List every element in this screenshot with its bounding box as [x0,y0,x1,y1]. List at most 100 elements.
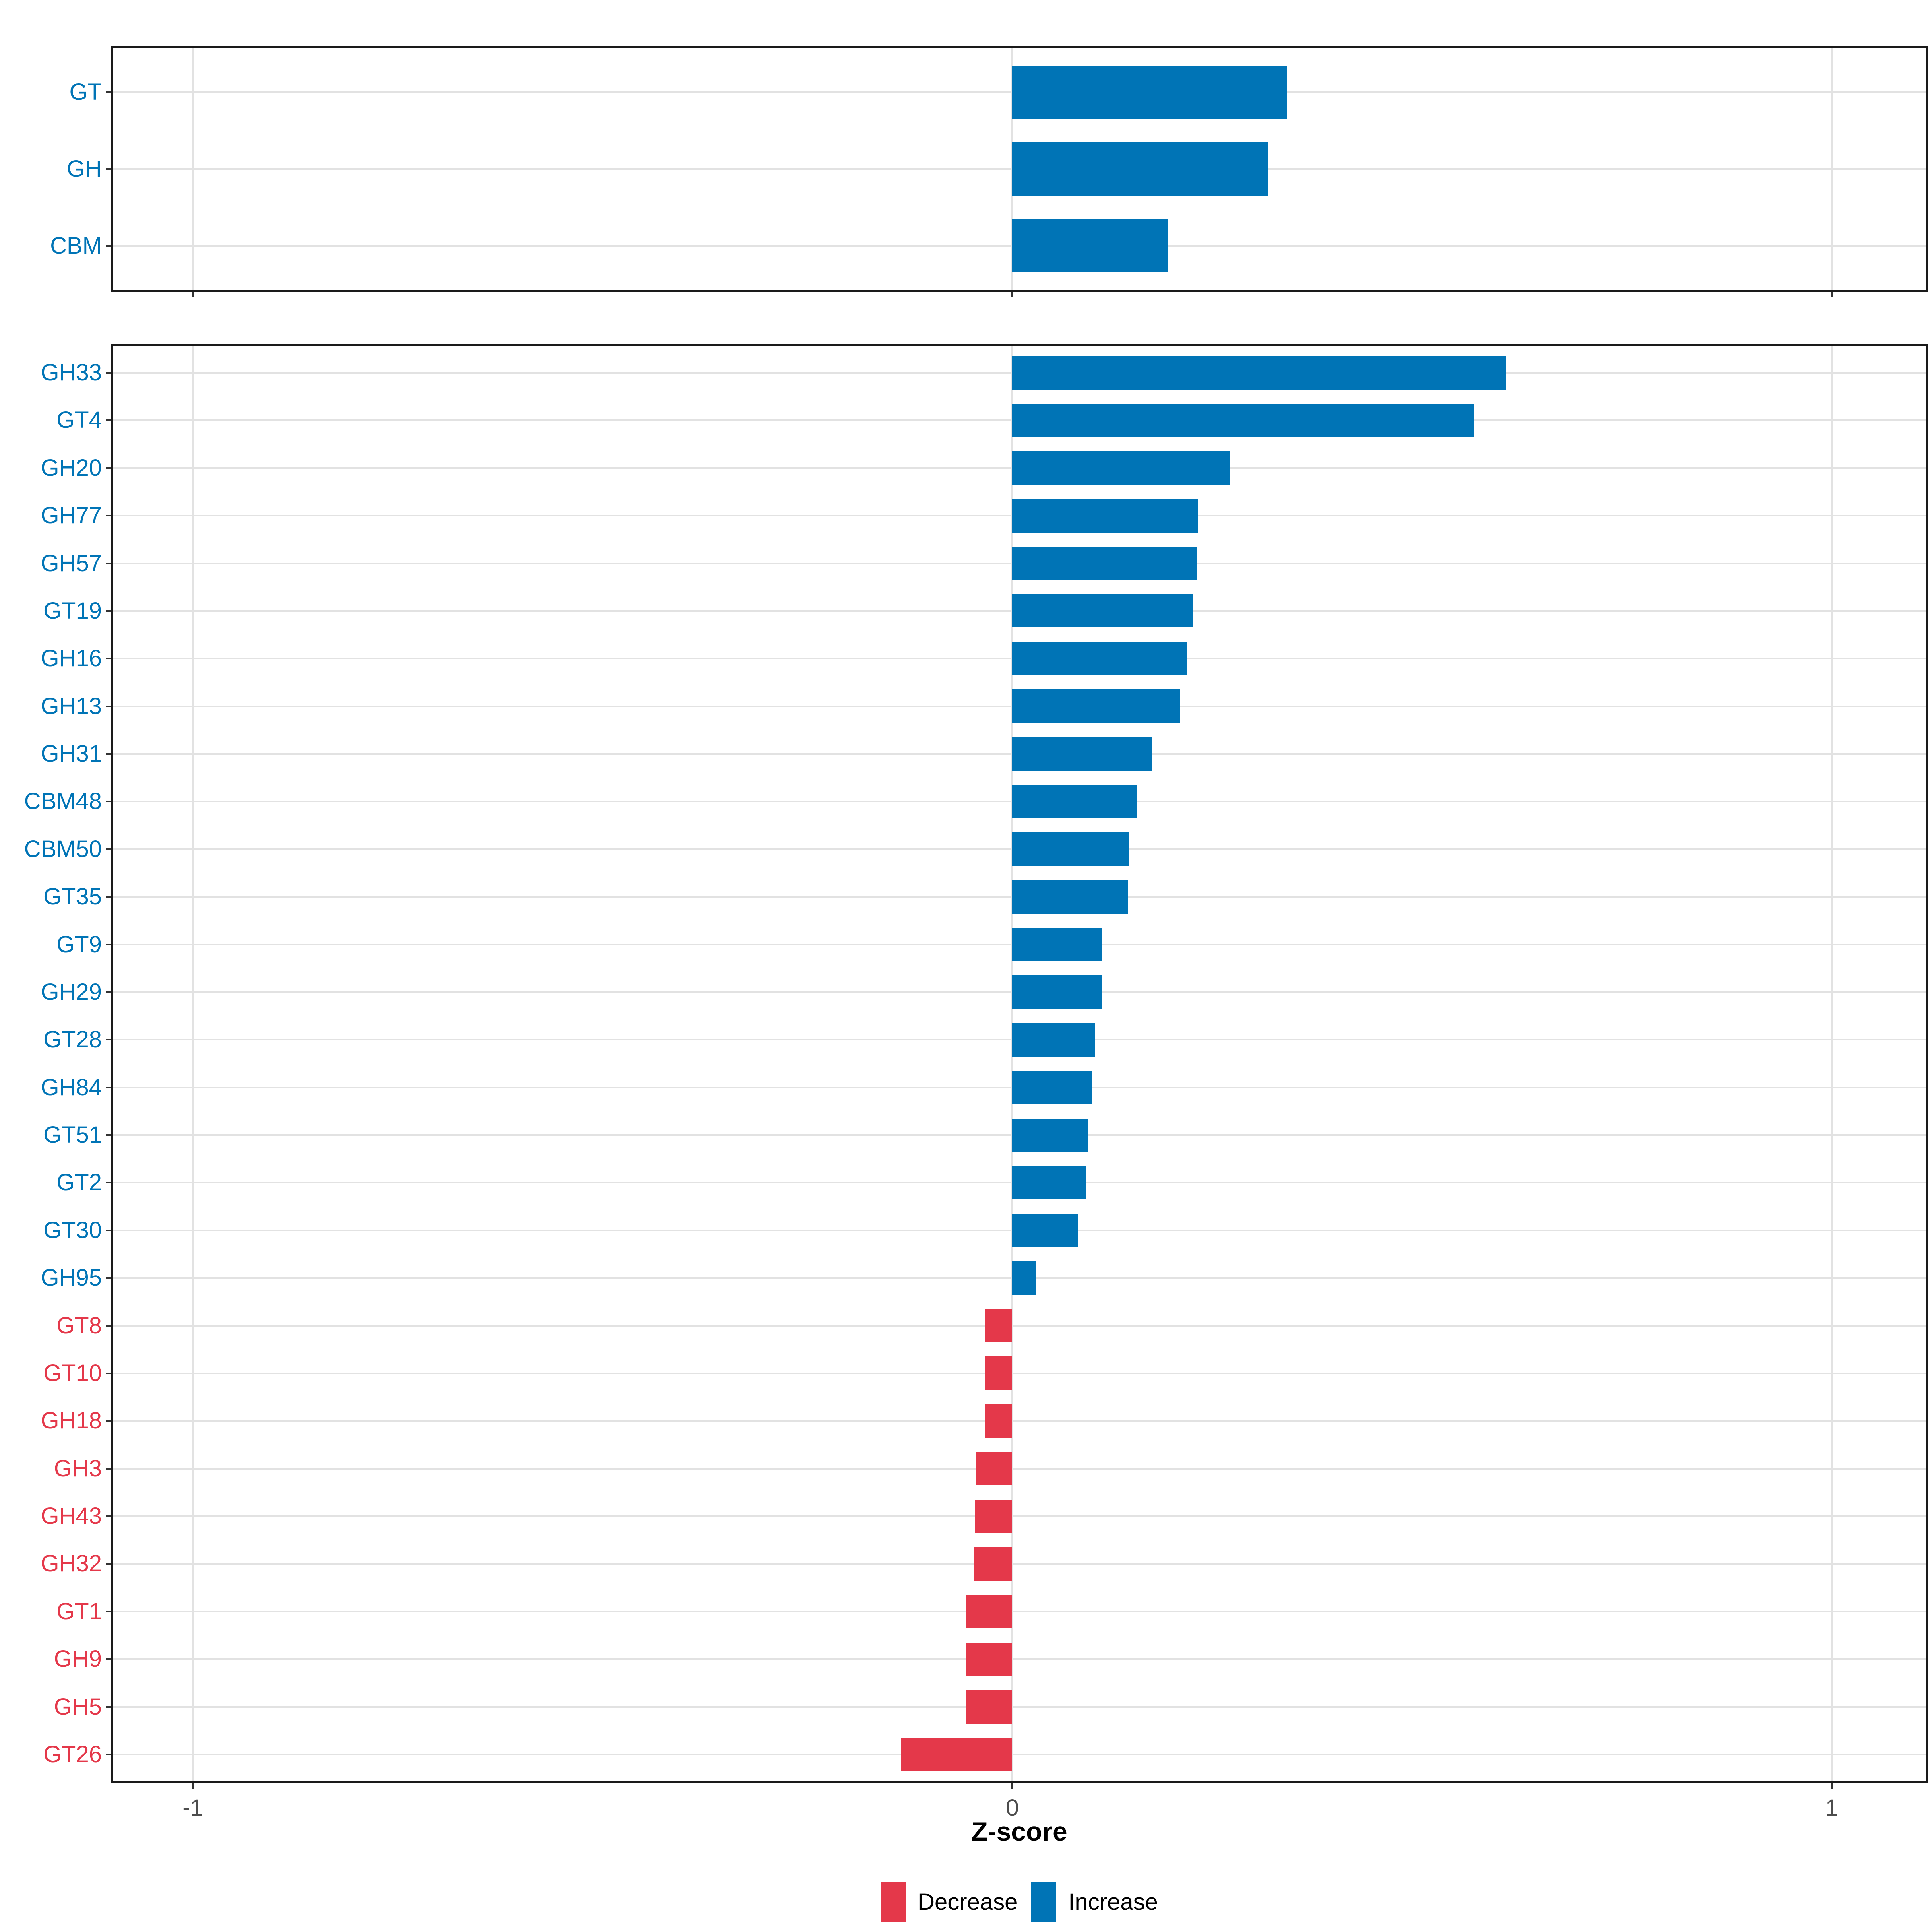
legend-label-decrease: Decrease [918,1889,1018,1915]
y-axis-tick-mark [106,991,111,993]
category-label-GH31: GH31 [41,741,102,767]
category-label-GH33: GH33 [41,359,102,386]
category-label-GH: GH [67,156,102,182]
y-axis-tick-mark [106,419,111,421]
category-label-GT: GT [69,79,102,105]
category-label-GT30: GT30 [43,1217,102,1243]
y-axis-tick-mark [106,1182,111,1184]
category-label-GH3: GH3 [54,1455,102,1482]
legend: Decrease Increase [111,1882,1928,1922]
x-axis-tick-mark [1831,292,1833,297]
x-axis-title-wrap: Z-score [111,1816,1928,1847]
gridline-horizontal [111,1325,1928,1327]
category-label-GT8: GT8 [56,1312,102,1339]
x-axis-tick-mark [1011,292,1013,297]
legend-label-increase: Increase [1068,1889,1158,1915]
y-axis-tick-mark [106,515,111,517]
bar-GH32 [974,1547,1012,1581]
category-label-CBM: CBM [50,232,102,259]
y-axis-tick-mark [106,705,111,707]
bar-GH95 [1012,1261,1036,1295]
x-axis-tick-mark [1831,1783,1833,1789]
category-label-GH43: GH43 [41,1503,102,1530]
gridline-horizontal [111,1706,1928,1708]
bar-GH84 [1012,1071,1092,1104]
y-axis-tick-mark [106,1658,111,1660]
gridline-horizontal [111,1563,1928,1565]
category-label-CBM50: CBM50 [24,836,102,862]
legend-item-increase: Increase [1031,1882,1158,1922]
category-label-GT4: GT4 [56,407,102,433]
bar-GT19 [1012,594,1193,627]
y-axis-tick-mark [106,943,111,945]
category-label-GH95: GH95 [41,1265,102,1291]
x-axis-tick-label: 1 [1825,1795,1839,1821]
bar-GH33 [1012,356,1506,390]
y-axis-tick-mark [106,801,111,803]
y-axis-tick-mark [106,1277,111,1279]
bar-CBM [1012,219,1168,272]
bar-GT51 [1012,1119,1088,1152]
bar-GH29 [1012,975,1102,1009]
y-axis-tick-mark [106,1229,111,1231]
x-axis-title: Z-score [971,1816,1067,1846]
bar-GH77 [1012,499,1198,533]
gridline-horizontal [111,1420,1928,1422]
y-axis-tick-mark [106,467,111,469]
y-axis-tick-mark [106,658,111,660]
category-label-GT26: GT26 [43,1741,102,1767]
category-label-GH77: GH77 [41,502,102,529]
bar-GT8 [985,1309,1012,1342]
bar-GH16 [1012,642,1187,675]
y-axis-tick-mark [106,1706,111,1708]
bar-GT1 [966,1595,1012,1628]
bar-GH9 [966,1643,1012,1676]
y-axis-tick-mark [106,1468,111,1470]
y-axis-tick-mark [106,1325,111,1327]
y-axis-tick-mark [106,1515,111,1517]
bar-GH31 [1012,737,1152,771]
y-axis-tick-mark [106,1753,111,1755]
bar-GH18 [985,1404,1012,1438]
y-axis-tick-mark [106,896,111,898]
category-label-GH84: GH84 [41,1074,102,1100]
bar-GH13 [1012,689,1180,723]
gridline-horizontal [111,1372,1928,1374]
bar-GH [1012,142,1268,196]
y-axis-tick-mark [106,1086,111,1088]
category-label-GH29: GH29 [41,978,102,1005]
gridline-horizontal [111,1468,1928,1470]
y-axis-tick-mark [106,1372,111,1374]
y-axis-tick-mark [106,848,111,850]
y-axis-tick-mark [106,245,111,247]
bar-GT35 [1012,880,1128,914]
y-axis-tick-mark [106,562,111,564]
bar-GH5 [966,1690,1012,1724]
gridline-vertical [192,344,194,1783]
y-axis-tick-mark [106,1610,111,1612]
bar-GH57 [1012,547,1197,580]
x-axis-tick-mark [192,1783,194,1789]
category-label-GH57: GH57 [41,550,102,576]
category-label-GT35: GT35 [43,883,102,910]
category-label-GH32: GH32 [41,1550,102,1577]
gridline-horizontal [111,1658,1928,1660]
category-label-GH5: GH5 [54,1693,102,1720]
legend-item-decrease: Decrease [881,1882,1018,1922]
bar-GT10 [985,1356,1012,1390]
panel-families: GH33 GT4 GH20 GH77 GH57 GT19 GH16 GH13 GH31 CBM48… [24,344,1928,1820]
x-axis-tick-label: -1 [182,1795,203,1821]
bar-CBM50 [1012,832,1129,866]
y-axis-tick-mark [106,1039,111,1041]
bar-GT9 [1012,928,1102,961]
category-label-GH18: GH18 [41,1408,102,1434]
category-label-GH9: GH9 [54,1646,102,1672]
gridline-vertical [1831,344,1833,1783]
bar-GT [1012,66,1287,119]
category-label-GH16: GH16 [41,645,102,672]
x-axis-tick-mark [192,292,194,297]
category-label-GT19: GT19 [43,597,102,624]
bar-GT4 [1012,404,1474,437]
gridline-horizontal [111,1610,1928,1612]
bar-GT28 [1012,1023,1095,1057]
